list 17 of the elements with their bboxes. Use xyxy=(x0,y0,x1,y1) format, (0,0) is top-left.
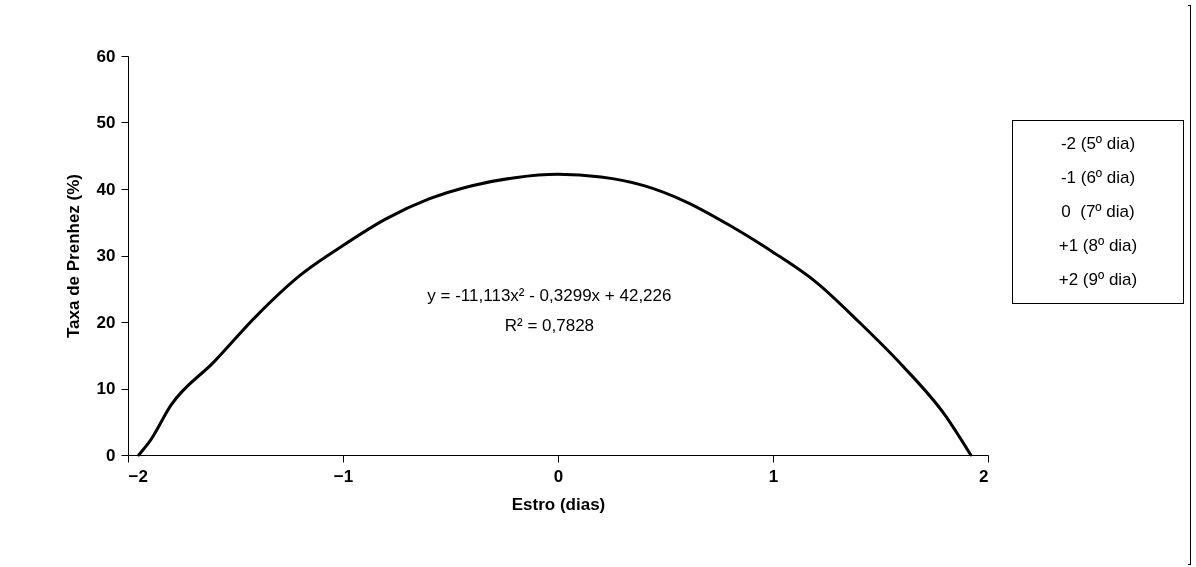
x-tick-label: 0 xyxy=(553,466,564,486)
y-axis-title: Taxa de Prenhez (%) xyxy=(63,173,83,339)
y-tick-label: 40 xyxy=(96,179,116,199)
y-tick-label: 30 xyxy=(96,246,116,265)
x-tick-label: 2 xyxy=(979,466,989,486)
legend-box: -2 (5º dia) -1 (6º dia) 0 (7º dia) +1 (8º dia) +2 (9º dia) xyxy=(1012,120,1184,304)
x-tick-label: 1 xyxy=(768,466,779,486)
y-tick-label: 50 xyxy=(96,113,116,132)
x-tick-label: −1 xyxy=(333,466,354,486)
y-tick-label: 20 xyxy=(96,312,116,332)
y-tick-label: 10 xyxy=(96,379,116,398)
y-tick-label: 0 xyxy=(106,445,116,465)
x-axis-title: Estro (dias) xyxy=(511,494,606,514)
annotation: y = -11,113x² - 0,3299x + 42,226 xyxy=(427,286,672,305)
x-tick-label: −2 xyxy=(128,466,148,486)
y-tick-label: 60 xyxy=(96,46,116,66)
annotation: R² = 0,7828 xyxy=(504,316,595,335)
